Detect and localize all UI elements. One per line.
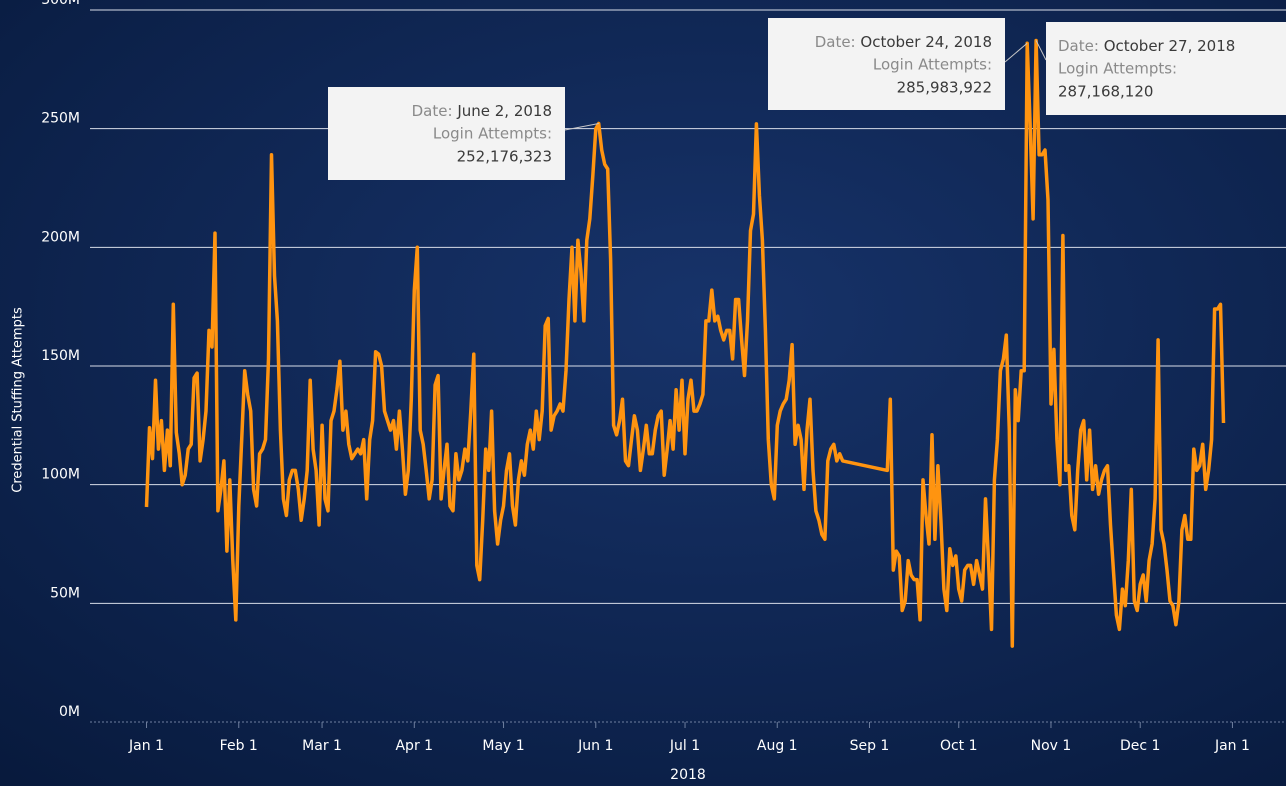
- y-tick-label: 150M: [41, 348, 80, 364]
- tooltip-date: Date: October 24, 2018: [815, 33, 992, 51]
- y-tick-label: 50M: [50, 585, 80, 601]
- x-tick-label: Jun 1: [577, 738, 613, 754]
- y-tick-label: 200M: [41, 229, 80, 245]
- tooltip: Date: October 24, 2018 Login Attempts: 285…: [768, 18, 1027, 110]
- y-tick-label: 250M: [41, 111, 80, 127]
- tooltip-date: Date: October 27, 2018: [1058, 37, 1235, 55]
- x-tick-label: Feb 1: [220, 738, 258, 754]
- tooltip-value: 285,983,922: [897, 79, 992, 97]
- tooltip-date-label: Date:: [412, 102, 453, 120]
- chart: 0M 50M 100M 150M 200M 250M 300M Jan 1 Feb 1 Mar 1…: [0, 0, 1286, 786]
- y-tick-label: 100M: [41, 467, 80, 483]
- x-tick-label: Jul 1: [669, 738, 700, 754]
- x-tick-label: Nov 1: [1031, 738, 1072, 754]
- x-tick-label: Mar 1: [302, 738, 342, 754]
- tooltip-value: 252,176,323: [457, 148, 552, 166]
- x-axis-title: 2018: [670, 767, 706, 783]
- tooltip: Date: October 27, 2018 Login Attempts: 287…: [1036, 22, 1286, 115]
- x-tick-label: Dec 1: [1120, 738, 1160, 754]
- x-tick-label: Oct 1: [940, 738, 978, 754]
- tooltip-date-label: Date:: [1058, 37, 1099, 55]
- tooltip-date-value: October 24, 2018: [860, 33, 992, 51]
- x-tick-label: Jan 1: [128, 738, 164, 754]
- y-tick-label: 300M: [41, 0, 80, 8]
- y-tick-label: 0M: [59, 704, 80, 720]
- x-tick-label: Aug 1: [757, 738, 798, 754]
- tooltip-date-label: Date:: [815, 33, 856, 51]
- y-axis-title: Credential Stuffing Attempts: [11, 307, 26, 493]
- x-tick-label: May 1: [482, 738, 524, 754]
- tooltip: Date: June 2, 2018 Login Attempts: 252,176…: [328, 87, 599, 180]
- x-tick-label: Jan 1: [1214, 738, 1250, 754]
- tooltip-value: 287,168,120: [1058, 83, 1153, 101]
- x-tick-label: Sep 1: [850, 738, 890, 754]
- tooltip-date-value: June 2, 2018: [456, 102, 552, 120]
- page: {"chart_data": {"type": "line", "x_axis_…: [0, 0, 1286, 786]
- tooltip-value-label: Login Attempts:: [1058, 60, 1177, 78]
- tooltip-date: Date: June 2, 2018: [412, 102, 552, 120]
- tooltip-value-label: Login Attempts:: [873, 56, 992, 74]
- x-tick-label: Apr 1: [395, 738, 433, 754]
- tooltip-value-label: Login Attempts:: [433, 125, 552, 143]
- tooltip-date-value: October 27, 2018: [1104, 37, 1236, 55]
